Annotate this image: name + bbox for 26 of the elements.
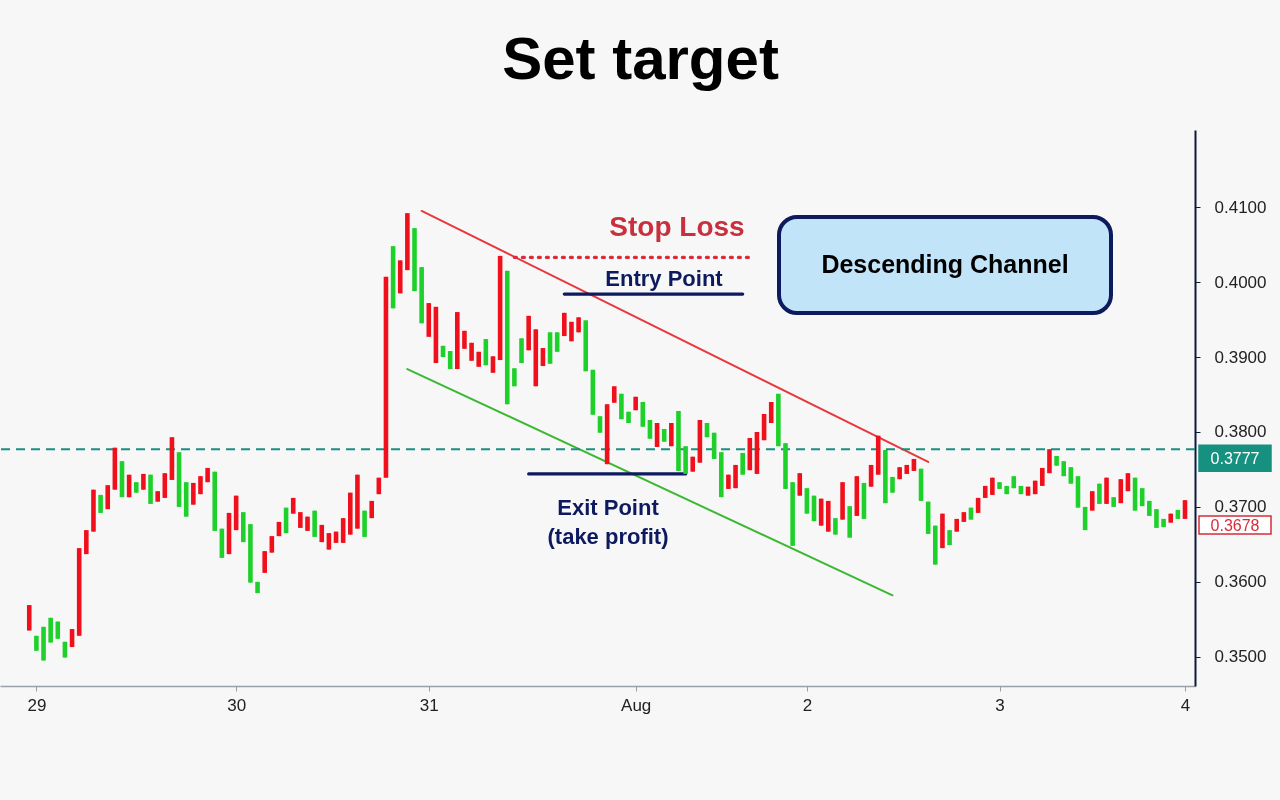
x-tick-label: 3 (995, 695, 1005, 715)
y-tick-label: 0.3800 (1214, 422, 1267, 442)
x-tick-label: 2 (802, 695, 813, 715)
x-tick-label: 31 (419, 695, 439, 715)
chart-title: Set target (502, 25, 779, 92)
annotation: Exit Point (take profit) (547, 495, 669, 549)
annotation: Descending Channel (821, 250, 1069, 278)
candlestick (262, 550, 267, 574)
y-tick-label: 0.4100 (1214, 197, 1267, 217)
y-tick-label: 0.3900 (1214, 347, 1267, 367)
x-tick-label: 30 (227, 695, 247, 715)
x-tick-label: 29 (27, 695, 47, 715)
annotation: Entry Point (605, 266, 724, 291)
x-tick-label: Aug (621, 695, 652, 715)
ref-line-label: 0.3777 (1210, 450, 1260, 468)
text: 0.3678 (1210, 517, 1260, 534)
y-tick-label: 0.3700 (1214, 497, 1267, 517)
candlestick (1089, 490, 1095, 512)
annotation: Stop Loss (609, 211, 745, 242)
candlestick (797, 472, 803, 497)
candlestick (1154, 508, 1159, 529)
candlestick (768, 402, 774, 423)
x-tick-label: 4 (1180, 695, 1191, 715)
y-tick-label: 0.3500 (1214, 647, 1267, 667)
y-tick-label: 0.4000 (1214, 272, 1267, 292)
y-tick-label: 0.3600 (1214, 572, 1267, 592)
